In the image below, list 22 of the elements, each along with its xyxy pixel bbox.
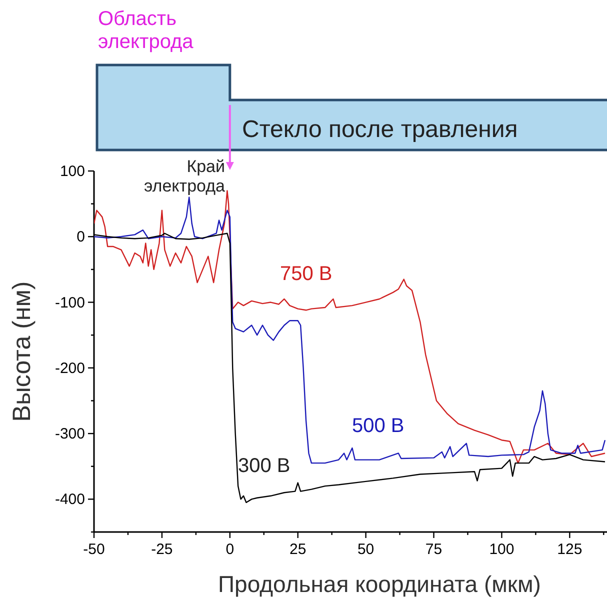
x-tick-label: -25 [151,541,173,558]
y-axis-title: Высота (нм) [8,281,36,422]
text: Стекло после травления [242,116,518,143]
x-tick-label: 0 [226,541,234,558]
y-tick-label: -400 [54,491,85,508]
x-tick-label: 50 [357,541,374,558]
x-tick-label: 100 [489,541,514,558]
y-tick-label: 100 [60,163,85,180]
series-label: 750 В [280,263,332,285]
x-tick-label: 75 [425,541,442,558]
x-tick-label: 25 [290,541,306,558]
y-tick-label: -100 [54,294,85,312]
y-tick-label: -200 [54,360,85,377]
y-tick-label: 0 [76,228,85,246]
x-axis-title: Продольная координата (мкм) [218,571,541,597]
series-label: 300 В [238,455,290,477]
y-tick-label: -300 [54,426,85,443]
text: Область электрода [98,8,194,53]
x-tick-label: -50 [83,541,105,558]
annotation: Край электрода [144,157,226,196]
x-tick-label: 125 [557,541,582,558]
series-label: 500 В [352,415,404,437]
